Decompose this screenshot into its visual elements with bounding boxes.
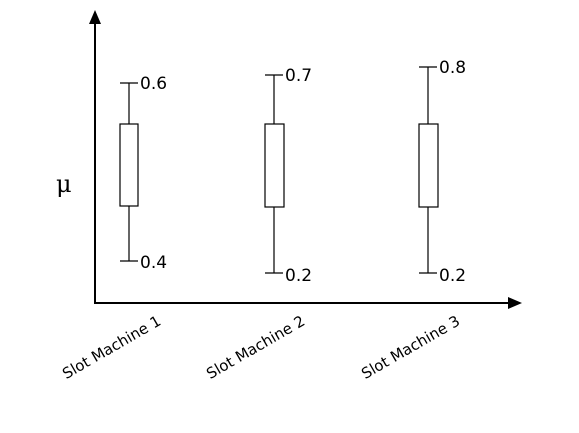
y-axis-symbol: μ (56, 170, 72, 198)
x-axis-arrowhead (508, 297, 522, 309)
category-label-3: Slot Machine 3 (358, 312, 463, 383)
upper-value-label-1: 0.6 (140, 74, 167, 94)
box-rect-3 (418, 123, 439, 208)
lower-value-label-2: 0.2 (285, 266, 312, 286)
lower-value-label-3: 0.2 (439, 266, 466, 286)
category-label-2: Slot Machine 2 (203, 312, 308, 383)
box-rect-1 (119, 123, 139, 207)
upper-value-label-2: 0.7 (285, 66, 312, 86)
category-label-1: Slot Machine 1 (59, 312, 164, 383)
box-rect-2 (264, 123, 285, 208)
lower-value-label-1: 0.4 (140, 253, 167, 273)
box-slot-machine-3: 0.8 0.2 (418, 58, 466, 286)
upper-value-label-3: 0.8 (439, 58, 466, 78)
box-slot-machine-2: 0.7 0.2 (264, 66, 312, 286)
box-slot-machine-1: 0.6 0.4 (119, 74, 167, 273)
y-axis-arrowhead (89, 10, 101, 24)
